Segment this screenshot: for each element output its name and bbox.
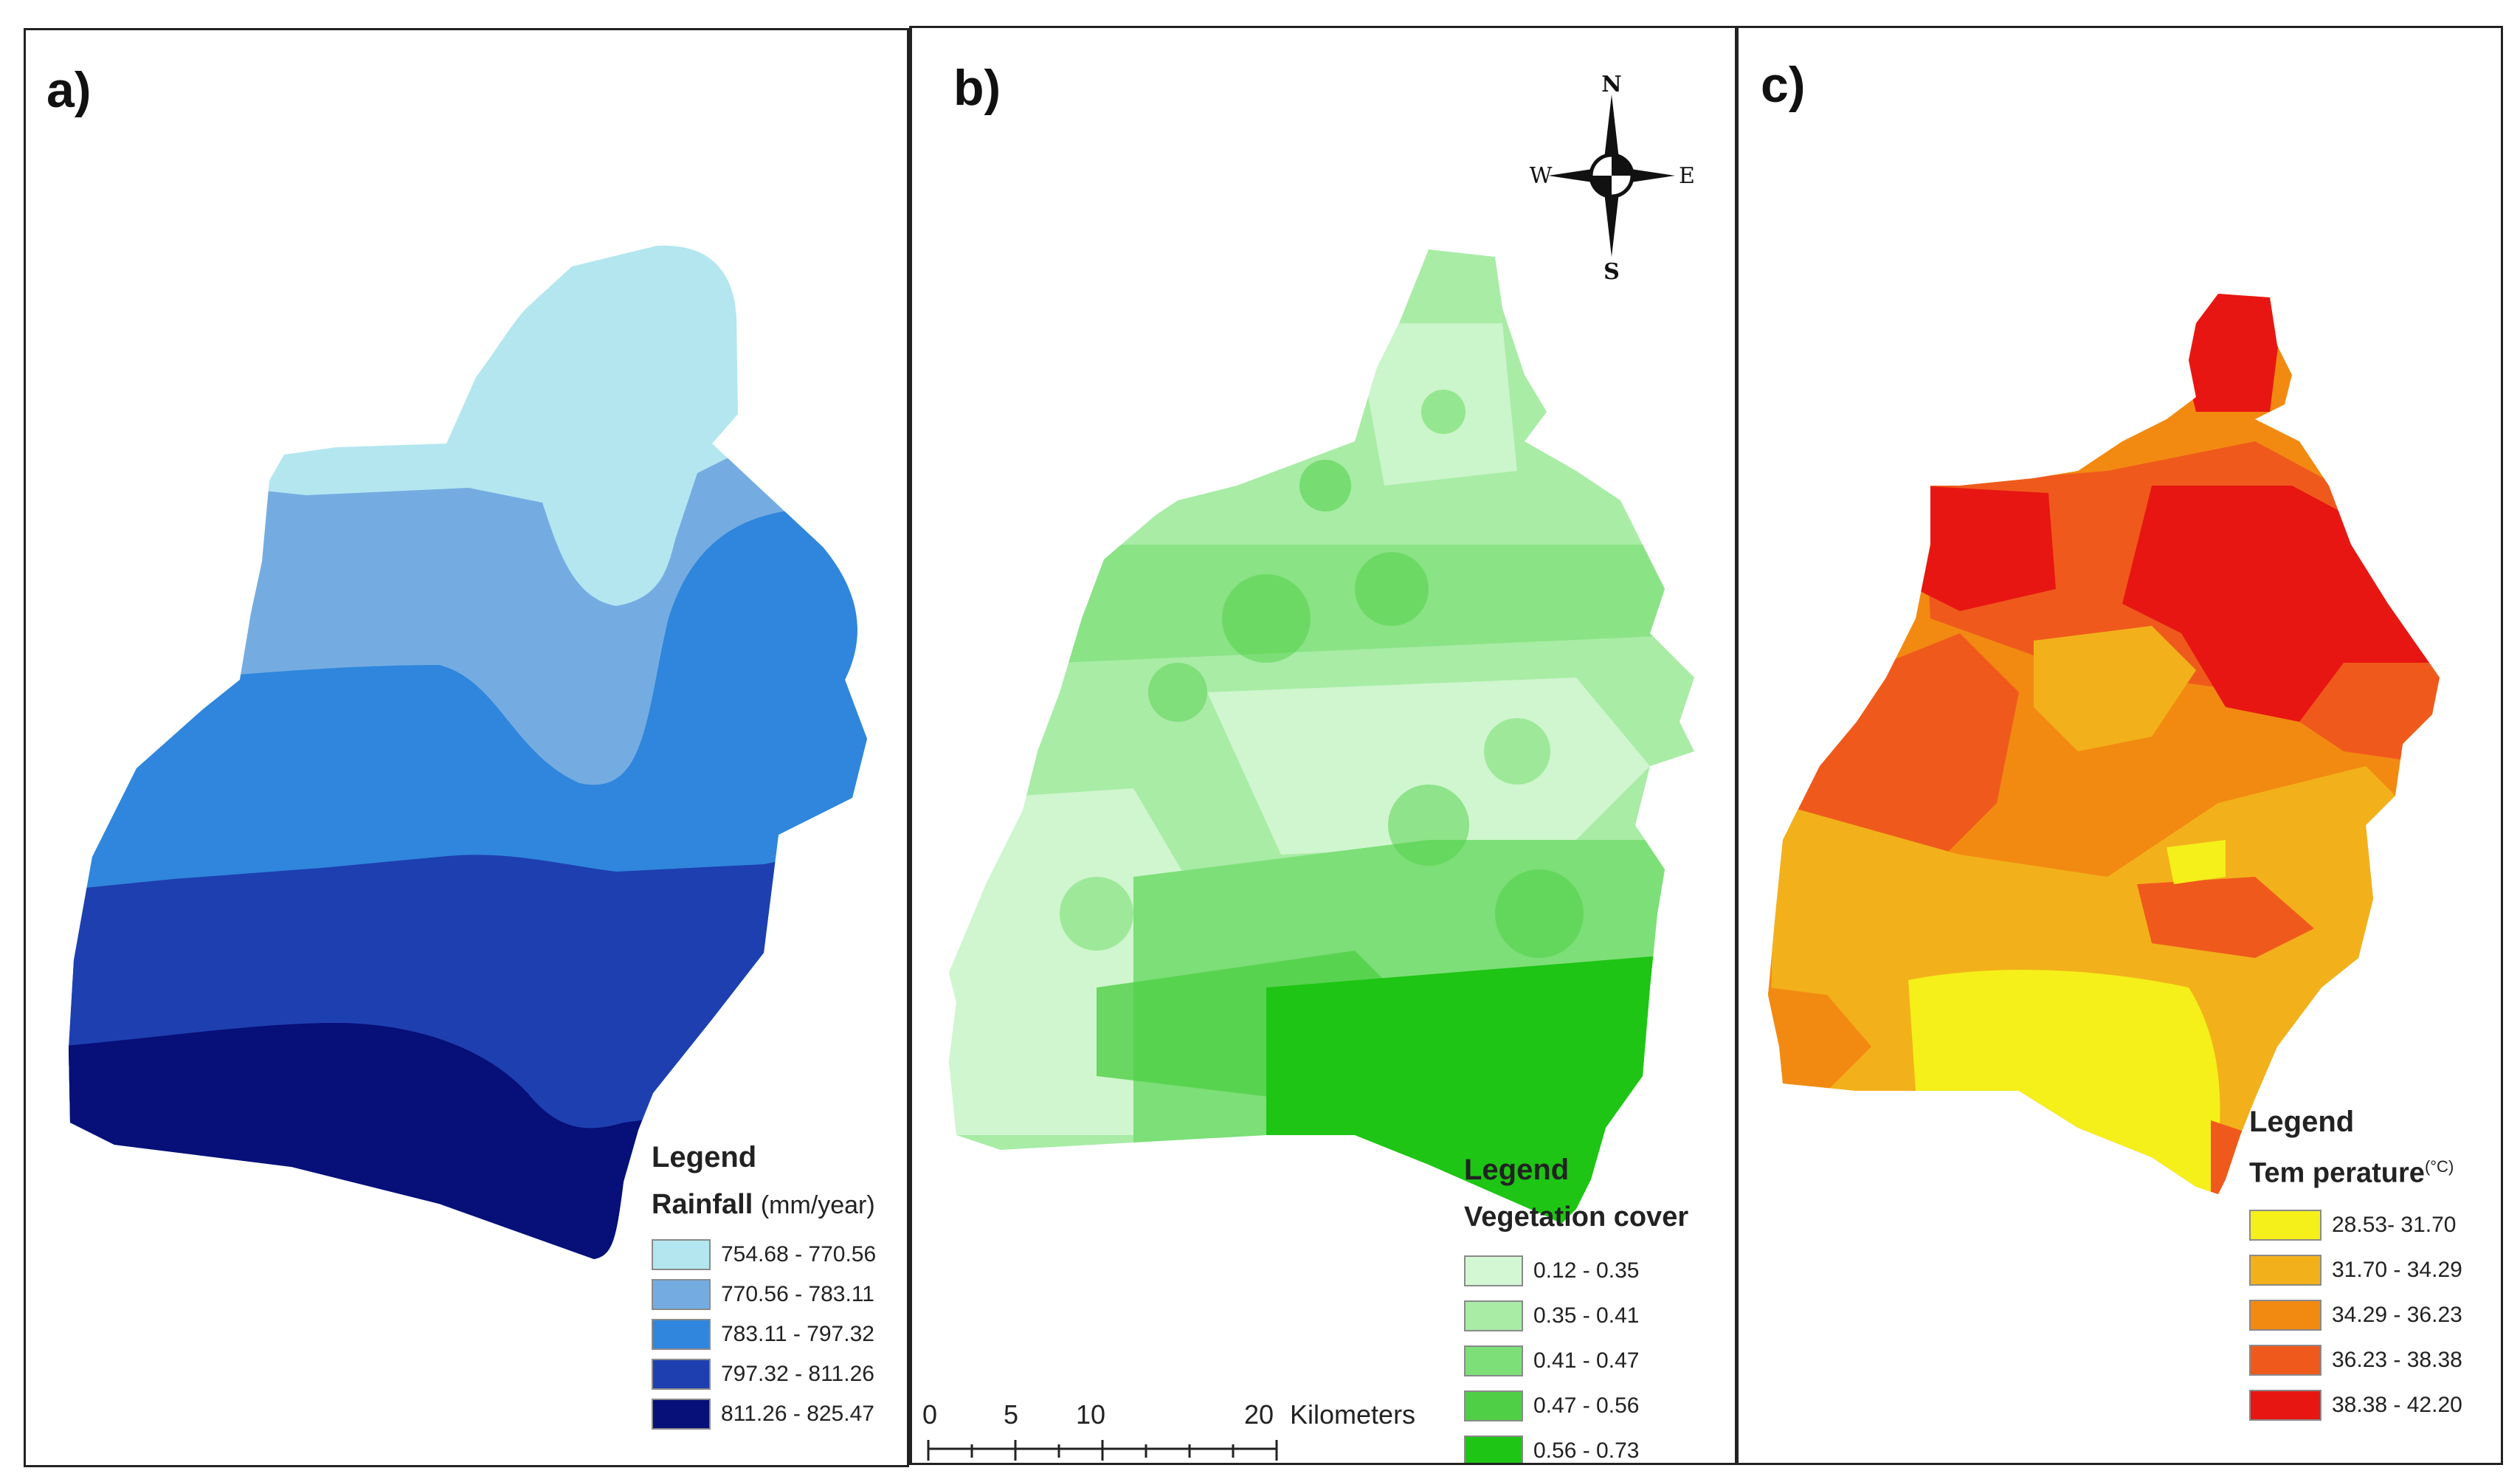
rainfall-unit: (mm/year) <box>760 1191 875 1219</box>
temperature-map-panel: c) Legend Tem perature(°C) 28.53- <box>1736 26 2503 1465</box>
temperature-unit: (°C) <box>2424 1157 2454 1176</box>
scale-tick-label: 20 <box>1244 1399 1274 1430</box>
panel-label-a: a) <box>46 62 92 118</box>
legend-label: 0.47 - 0.56 <box>1533 1393 1640 1418</box>
scale-unit-label: Kilometers <box>1290 1399 1416 1430</box>
temperature-legend-item: 36.23 - 38.38 <box>2249 1343 2462 1378</box>
rainfall-legend-item: 754.68 - 770.56 <box>652 1237 876 1272</box>
legend-swatch <box>2249 1210 2321 1241</box>
temperature-legend-title: Legend <box>2249 1106 2355 1138</box>
vegetation-legend-title: Legend <box>1464 1154 1570 1186</box>
panel-label-c: c) <box>1761 57 1806 113</box>
legend-swatch <box>652 1279 711 1310</box>
legend-label: 0.35 - 0.41 <box>1533 1303 1640 1328</box>
compass-south-label: S <box>1604 259 1620 285</box>
legend-label: 0.12 - 0.35 <box>1533 1258 1640 1283</box>
legend-swatch <box>2249 1300 2321 1331</box>
compass-north-label: N <box>1601 72 1621 97</box>
legend-swatch <box>2249 1255 2321 1286</box>
legend-swatch <box>652 1239 711 1270</box>
legend-label: 38.38 - 42.20 <box>2332 1393 2462 1417</box>
temperature-legend-item: 31.70 - 34.29 <box>2249 1252 2462 1288</box>
vegetation-legend-item: 0.47 - 0.56 <box>1464 1388 1639 1424</box>
rainfall-legend-item: 770.56 - 783.11 <box>652 1277 874 1312</box>
rainfall-map <box>69 245 867 1259</box>
legend-label: 31.70 - 34.29 <box>2332 1258 2462 1282</box>
rainfall-legend-title: Legend <box>652 1141 757 1173</box>
vegetation-map-panel: b) <box>909 26 1737 1465</box>
vegetation-legend-item: 0.35 - 0.41 <box>1464 1298 1639 1334</box>
scale-tick-label: 0 <box>922 1399 938 1430</box>
rainfall-legend-item: 797.32 - 811.26 <box>652 1357 874 1392</box>
legend-swatch <box>1464 1300 1523 1331</box>
legend-swatch <box>2249 1390 2321 1421</box>
vegetation-legend-variable: Vegetation cover <box>1464 1202 1689 1233</box>
scale-tick-label: 10 <box>1076 1399 1106 1430</box>
legend-label: 0.56 - 0.73 <box>1533 1438 1640 1463</box>
legend-swatch <box>1464 1255 1523 1286</box>
temperature-legend-item: 38.38 - 42.20 <box>2249 1388 2462 1423</box>
legend-label: 797.32 - 811.26 <box>721 1362 874 1386</box>
legend-swatch <box>1464 1436 1523 1463</box>
legend-swatch <box>652 1399 711 1430</box>
legend-swatch <box>1464 1390 1523 1421</box>
legend-swatch <box>652 1359 711 1390</box>
temperature-variable-name: Tem perature <box>2249 1157 2425 1189</box>
scale-bar <box>927 1440 1278 1461</box>
vegetation-legend-item: 0.12 - 0.35 <box>1464 1253 1639 1289</box>
legend-label: 28.53- 31.70 <box>2332 1213 2457 1237</box>
temperature-map <box>1768 294 2440 1194</box>
panel-label-b: b) <box>953 60 1001 116</box>
temperature-legend-item: 34.29 - 36.23 <box>2249 1297 2462 1333</box>
rainfall-legend-item: 783.11 - 797.32 <box>652 1317 874 1352</box>
compass-east-label: E <box>1679 163 1695 189</box>
legend-label: 36.23 - 38.38 <box>2332 1348 2462 1372</box>
legend-label: 770.56 - 783.11 <box>721 1282 874 1306</box>
legend-label: 811.26 - 825.47 <box>721 1402 874 1426</box>
rainfall-variable-name: Rainfall <box>652 1189 753 1220</box>
compass-west-label: W <box>1530 163 1553 189</box>
legend-label: 783.11 - 797.32 <box>721 1322 874 1346</box>
vegetation-legend-item: 0.41 - 0.47 <box>1464 1343 1639 1379</box>
legend-swatch <box>2249 1345 2321 1376</box>
legend-label: 0.41 - 0.47 <box>1533 1348 1640 1373</box>
rainfall-legend-item: 811.26 - 825.47 <box>652 1396 874 1432</box>
temperature-legend-item: 28.53- 31.70 <box>2249 1207 2456 1243</box>
rainfall-map-panel: a) Legend Rainfall (mm/year) 754.68 - 77… <box>24 28 909 1467</box>
legend-label: 754.68 - 770.56 <box>721 1242 877 1266</box>
vegetation-legend-item: 0.56 - 0.73 <box>1464 1433 1640 1463</box>
vegetation-map <box>949 249 1694 1224</box>
north-arrow-compass-icon: N S W E <box>1530 72 1695 285</box>
rainfall-legend-variable: Rainfall (mm/year) <box>652 1189 875 1221</box>
legend-label: 34.29 - 36.23 <box>2332 1303 2462 1327</box>
legend-swatch <box>652 1319 711 1350</box>
temperature-legend-variable: Tem perature(°C) <box>2249 1157 2454 1190</box>
legend-swatch <box>1464 1345 1523 1376</box>
scale-tick-label: 5 <box>1004 1399 1019 1430</box>
